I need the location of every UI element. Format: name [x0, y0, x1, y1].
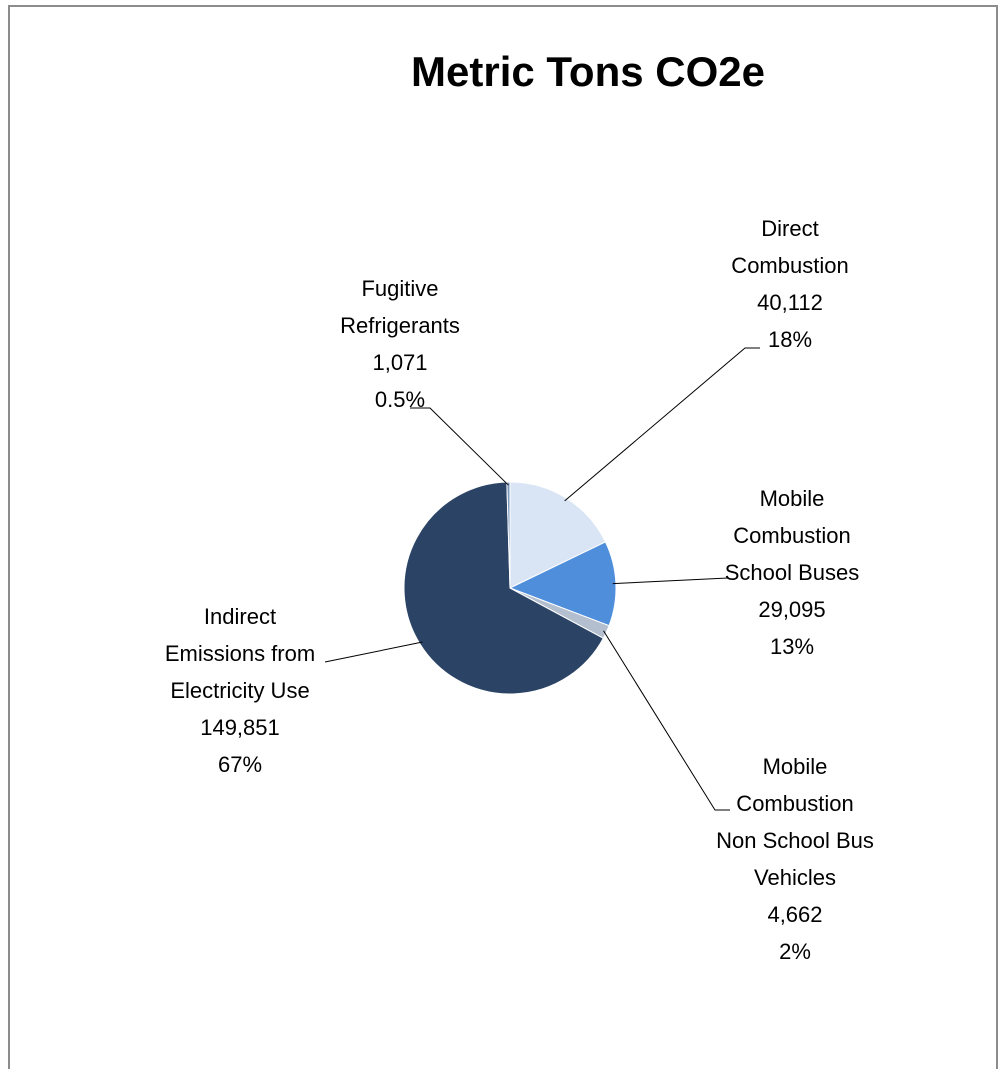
leader-line [324, 641, 423, 663]
percent-label: 2% [779, 939, 811, 964]
leader-line [410, 407, 509, 486]
percent-label: 13% [769, 634, 815, 659]
pie-slice [509, 481, 607, 589]
category-label: Mobile Combustion Non School Bus Vehicle… [716, 754, 874, 890]
pie-slice [403, 481, 605, 695]
value-label: 40,112 [757, 290, 823, 315]
value-label: 29,095 [758, 597, 826, 622]
data-label: Direct Combustion 40,112 18% [731, 210, 848, 358]
leader-line [603, 630, 730, 811]
chart-frame [8, 5, 998, 1069]
data-label: Fugitive Refrigerants 1,071 0.5% [340, 270, 460, 418]
percent-label: 0.5% [374, 387, 426, 412]
leader-line [612, 577, 729, 585]
percent-label: 18% [767, 327, 813, 352]
category-label: Mobile Combustion School Buses [724, 486, 860, 585]
chart-title: Metric Tons CO2e [411, 48, 765, 95]
category-label: Indirect Emissions from Electricity Use [164, 604, 316, 703]
value-label: 1,071 [372, 350, 428, 375]
data-label: Mobile Combustion School Buses 29,095 13% [725, 480, 860, 665]
data-label: Mobile Combustion Non School Bus Vehicle… [716, 748, 874, 970]
value-label: 149,851 [200, 715, 280, 740]
percent-label: 67% [217, 752, 263, 777]
data-label: Indirect Emissions from Electricity Use 1… [165, 598, 315, 783]
pie-slice [506, 481, 511, 589]
category-label: Fugitive Refrigerants [340, 276, 460, 338]
category-label: Direct Combustion [731, 216, 849, 278]
leader-line [564, 347, 760, 502]
value-label: 4,662 [767, 902, 823, 927]
